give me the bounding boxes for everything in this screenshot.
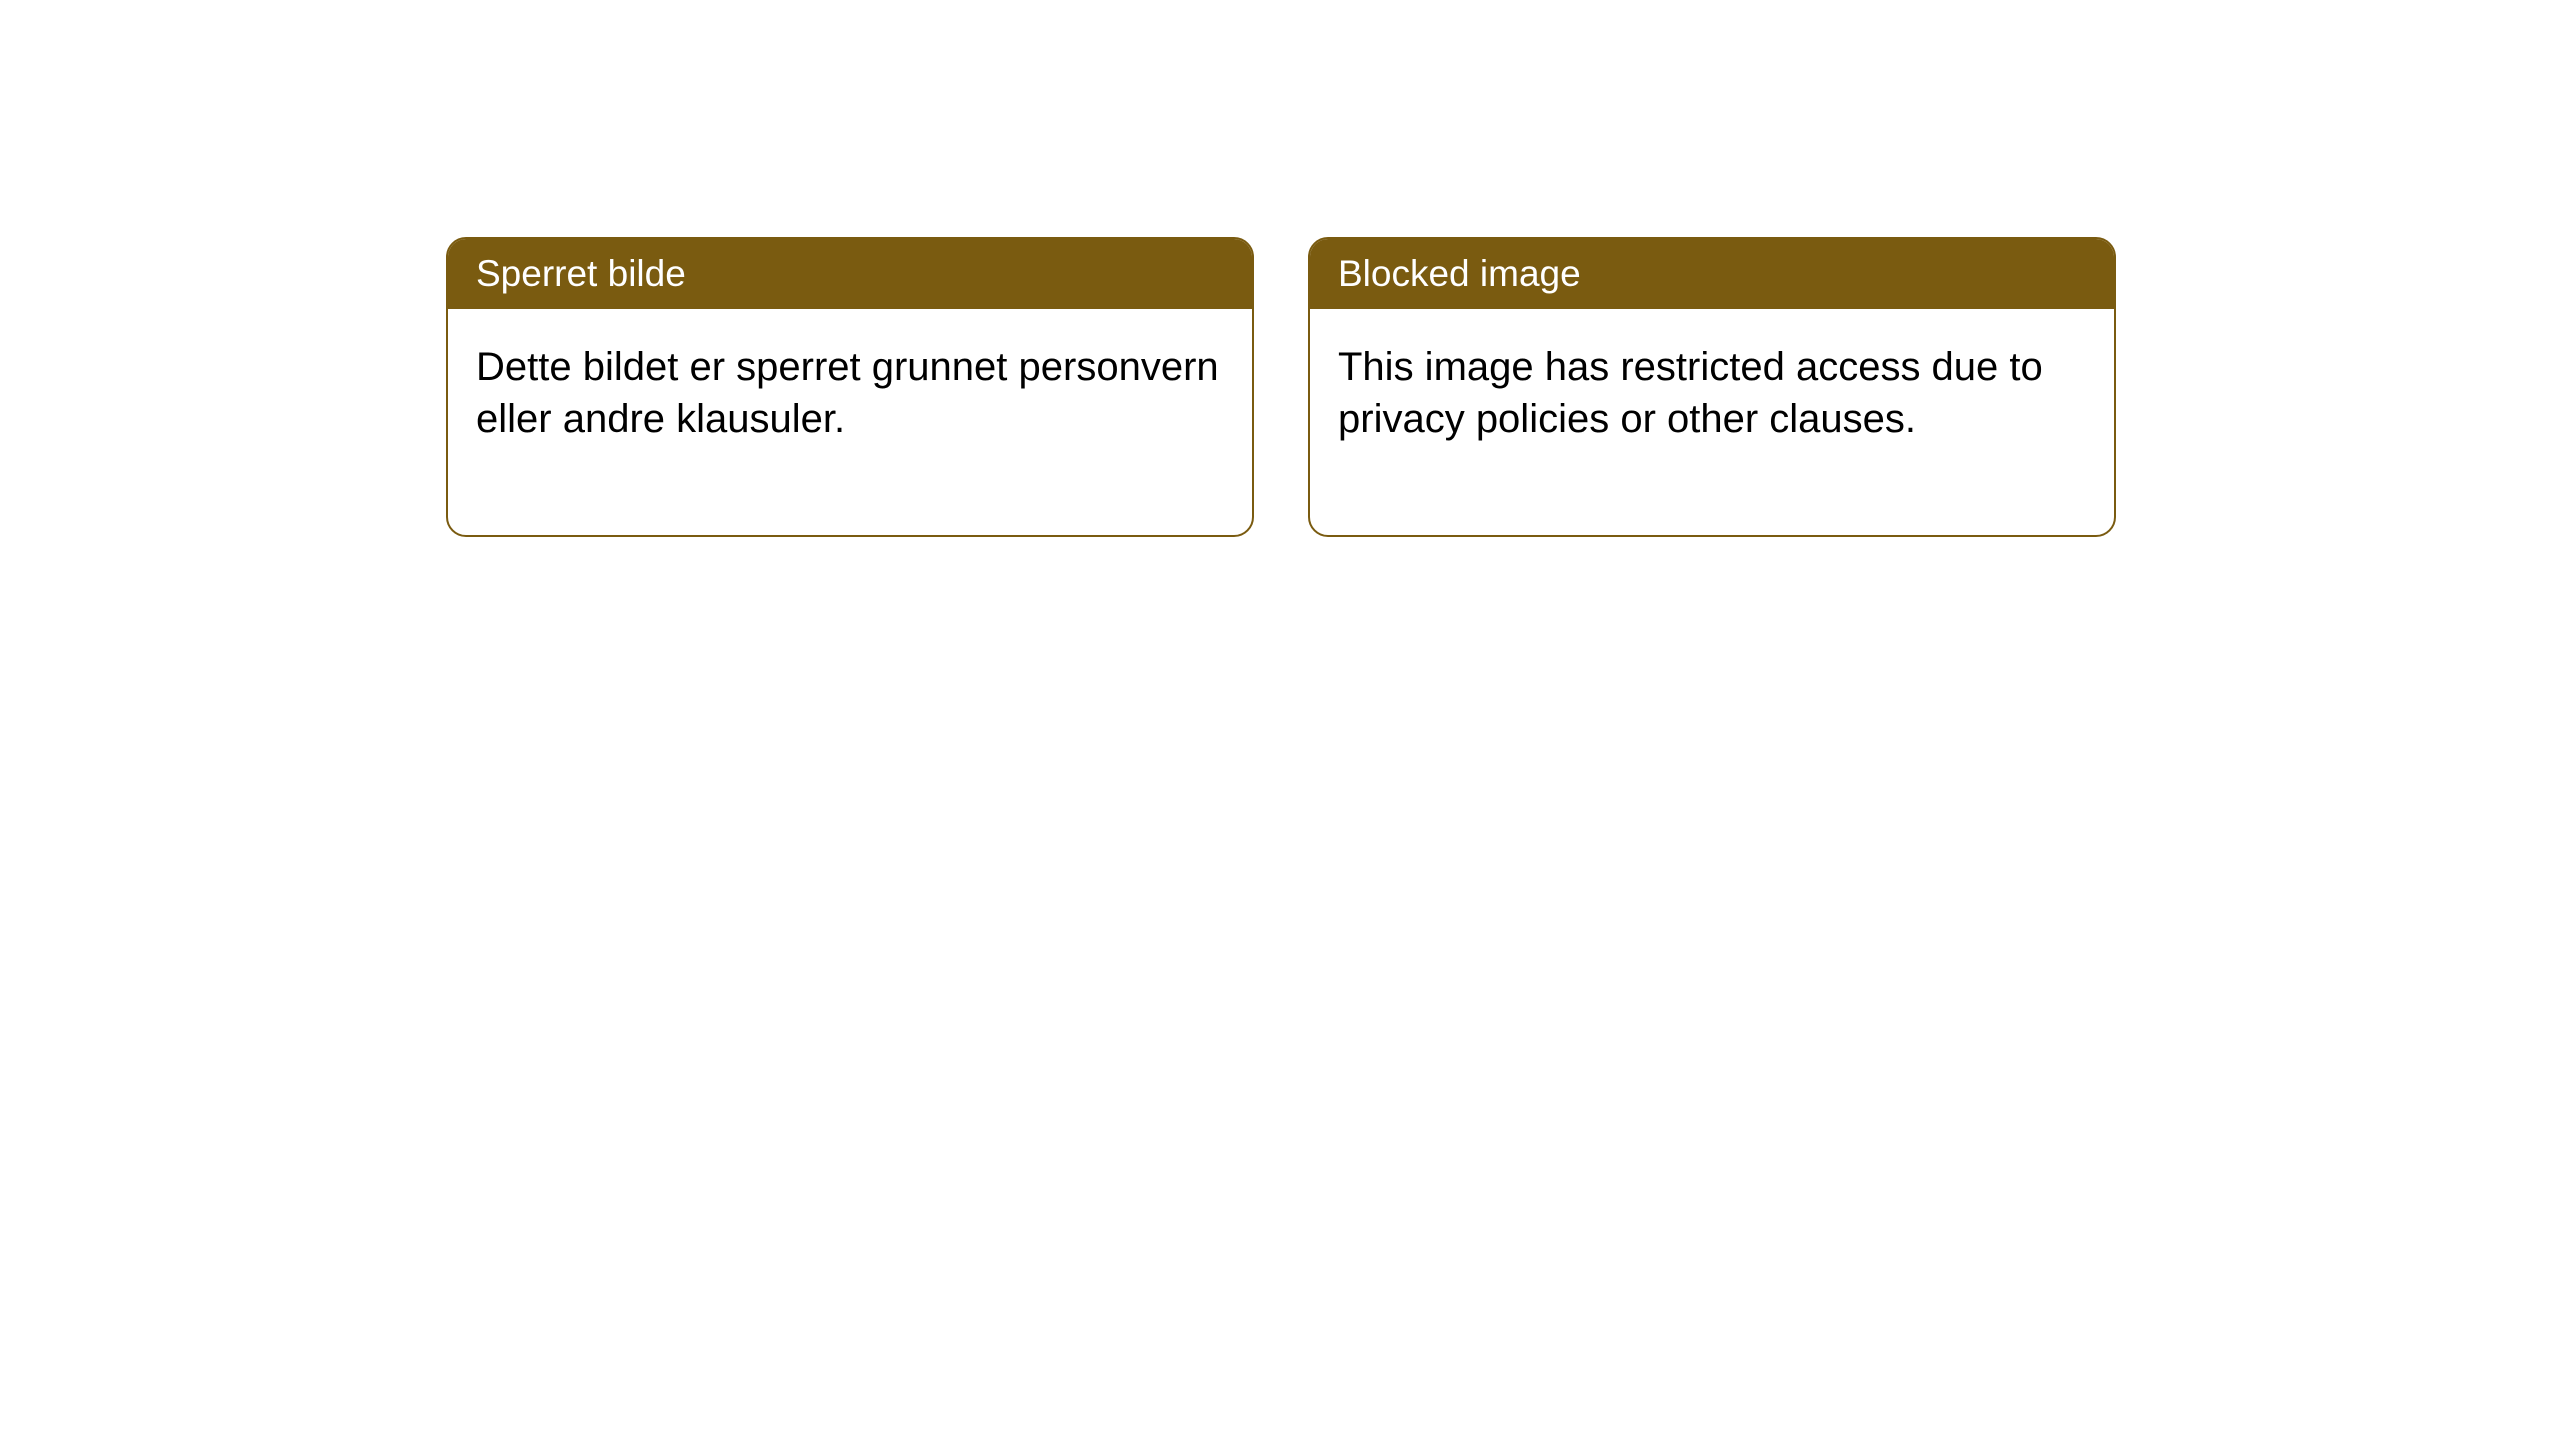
info-card-norwegian: Sperret bilde Dette bildet er sperret gr…: [446, 237, 1254, 537]
card-title: Sperret bilde: [448, 239, 1252, 309]
info-cards-container: Sperret bilde Dette bildet er sperret gr…: [446, 237, 2116, 537]
card-title: Blocked image: [1310, 239, 2114, 309]
info-card-english: Blocked image This image has restricted …: [1308, 237, 2116, 537]
card-body-text: This image has restricted access due to …: [1310, 309, 2114, 535]
card-body-text: Dette bildet er sperret grunnet personve…: [448, 309, 1252, 535]
